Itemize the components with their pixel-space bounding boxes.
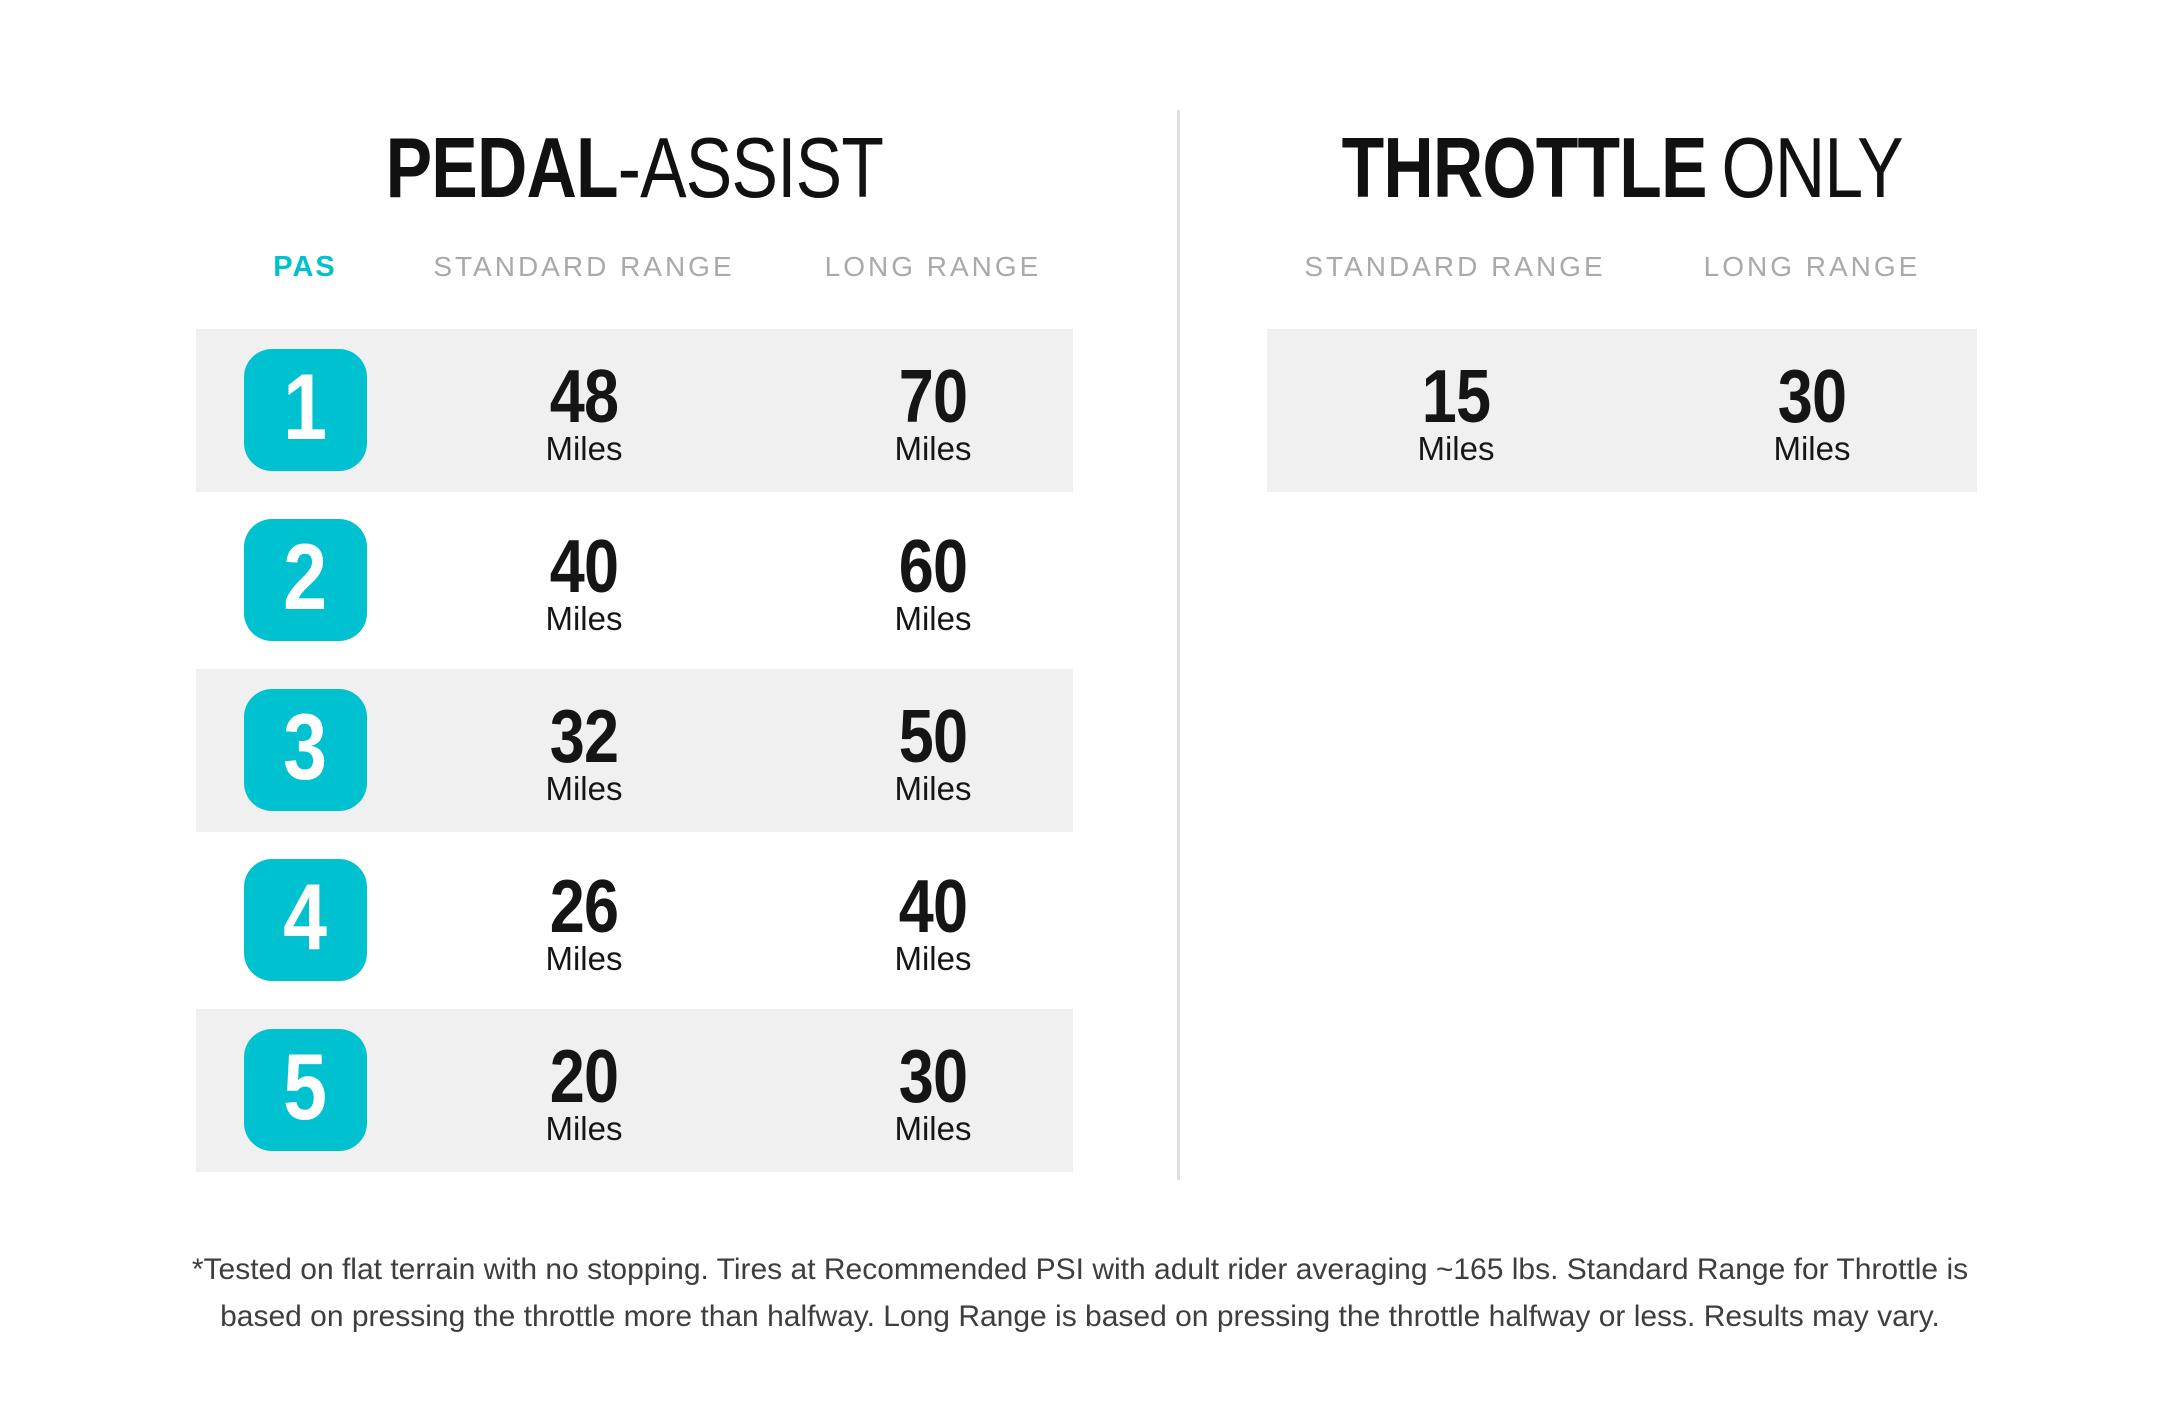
- column-header-long-range: LONG RANGE: [1703, 251, 1921, 282]
- pas-level-number: 5: [283, 1034, 328, 1139]
- long-range-cell: 60 Miles: [892, 523, 973, 637]
- long-range-value: 40: [898, 863, 968, 948]
- standard-range-value: 26: [549, 863, 619, 948]
- standard-range-value: 40: [549, 523, 619, 608]
- miles-label: Miles: [545, 429, 623, 467]
- long-range-value: 50: [898, 693, 968, 778]
- miles-label: Miles: [545, 769, 623, 807]
- long-range-value: 30: [1777, 353, 1847, 438]
- standard-range-cell: 32 Miles: [543, 693, 624, 807]
- column-header-pas: PAS: [273, 251, 337, 283]
- long-range-cell: 70 Miles: [892, 353, 973, 467]
- section-divider: [1177, 110, 1180, 1180]
- pas-row-5: 5 20 Miles 30 Miles: [196, 1009, 1073, 1172]
- miles-label: Miles: [545, 599, 623, 637]
- miles-label: Miles: [545, 939, 623, 977]
- pas-level-badge: 3: [244, 689, 367, 811]
- throttle-row: 15 Miles 30 Miles: [1267, 329, 1977, 492]
- long-range-cell: 30 Miles: [892, 1033, 973, 1147]
- pas-level-badge: 4: [244, 859, 367, 981]
- long-range-value: 60: [898, 523, 968, 608]
- pedal-assist-title-bold: PEDAL: [385, 121, 619, 216]
- standard-range-cell: 26 Miles: [543, 863, 624, 977]
- footnote-text: *Tested on flat terrain with no stopping…: [191, 1253, 1969, 1333]
- long-range-cell: 30 Miles: [1771, 353, 1852, 467]
- pas-level-badge: 1: [244, 349, 367, 471]
- pedal-assist-title-light: -ASSIST: [617, 121, 884, 216]
- standard-range-value: 48: [549, 353, 619, 438]
- standard-range-cell: 20 Miles: [543, 1033, 624, 1147]
- standard-range-cell: 48 Miles: [543, 353, 624, 467]
- column-header-standard-range: STANDARD RANGE: [1304, 251, 1606, 282]
- pas-row-4: 4 26 Miles 40 Miles: [196, 839, 1073, 1002]
- pas-level-number: 4: [283, 864, 328, 969]
- miles-label: Miles: [545, 1109, 623, 1147]
- pas-row-3: 3 32 Miles 50 Miles: [196, 669, 1073, 832]
- miles-label: Miles: [894, 769, 972, 807]
- miles-label: Miles: [894, 939, 972, 977]
- pedal-assist-title: PEDAL-ASSIST: [196, 126, 1073, 211]
- column-header-long-range: LONG RANGE: [824, 251, 1042, 282]
- standard-range-value: 15: [1421, 353, 1491, 438]
- miles-label: Miles: [1417, 429, 1495, 467]
- long-range-value: 30: [898, 1033, 968, 1118]
- miles-label: Miles: [894, 429, 972, 467]
- standard-range-value: 32: [549, 693, 619, 778]
- pas-row-2: 2 40 Miles 60 Miles: [196, 499, 1073, 662]
- column-header-standard-range: STANDARD RANGE: [433, 251, 735, 282]
- pas-level-number: 1: [283, 354, 328, 459]
- throttle-only-title-bold: THROTTLE: [1341, 121, 1707, 216]
- miles-label: Miles: [894, 1109, 972, 1147]
- pas-level-badge: 5: [244, 1029, 367, 1151]
- long-range-value: 70: [898, 353, 968, 438]
- pas-level-number: 3: [283, 694, 328, 799]
- long-range-cell: 40 Miles: [892, 863, 973, 977]
- long-range-cell: 50 Miles: [892, 693, 973, 807]
- pas-level-badge: 2: [244, 519, 367, 641]
- miles-label: Miles: [1773, 429, 1851, 467]
- pas-level-number: 2: [283, 524, 328, 629]
- miles-label: Miles: [894, 599, 972, 637]
- standard-range-cell: 15 Miles: [1415, 353, 1496, 467]
- standard-range-cell: 40 Miles: [543, 523, 624, 637]
- pas-row-1: 1 48 Miles 70 Miles: [196, 329, 1073, 492]
- throttle-only-title-light: ONLY: [1721, 121, 1903, 216]
- throttle-only-title: THROTTLE ONLY: [1267, 126, 1977, 211]
- standard-range-value: 20: [549, 1033, 619, 1118]
